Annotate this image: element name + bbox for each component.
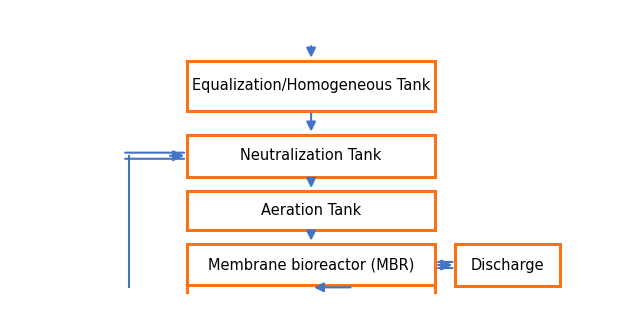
FancyBboxPatch shape bbox=[187, 191, 435, 230]
FancyBboxPatch shape bbox=[187, 61, 435, 111]
Text: Equalization/Homogeneous Tank: Equalization/Homogeneous Tank bbox=[192, 79, 430, 93]
FancyBboxPatch shape bbox=[187, 135, 435, 177]
Text: Membrane bioreactor (MBR): Membrane bioreactor (MBR) bbox=[208, 258, 414, 273]
FancyBboxPatch shape bbox=[187, 244, 435, 286]
Text: Discharge: Discharge bbox=[470, 258, 544, 273]
Text: Neutralization Tank: Neutralization Tank bbox=[240, 148, 382, 163]
FancyBboxPatch shape bbox=[455, 244, 560, 286]
FancyBboxPatch shape bbox=[187, 285, 435, 314]
Text: Aeration Tank: Aeration Tank bbox=[261, 203, 362, 218]
